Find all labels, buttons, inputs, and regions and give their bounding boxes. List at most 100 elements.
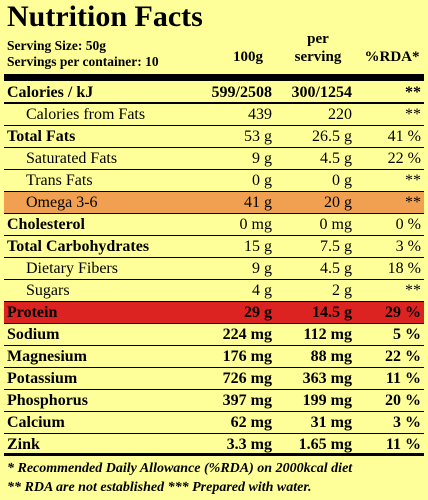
nutrient-label: Magnesium [7, 348, 87, 365]
value-per-100g: 224 mg [222, 326, 272, 343]
nutrient-label: Saturated Fats [26, 150, 118, 167]
table-row: Trans Fats 0 g 0 g ** [4, 170, 424, 192]
column-header-per: per [307, 31, 329, 47]
value-per-serving: 31 mg [310, 414, 352, 431]
value-per-serving: 88 mg [310, 348, 352, 365]
value-per-100g: 0 mg [239, 216, 272, 233]
table-row: Calories from Fats 439 220 ** [4, 104, 424, 126]
table-row: Total Fats 53 g 26.5 g 41 % [4, 126, 424, 148]
value-per-100g: 9 g [252, 150, 272, 167]
table-row: Magnesium 176 mg 88 mg 22 % [4, 346, 424, 368]
nutrient-label: Calcium [7, 414, 65, 431]
nutrient-label: Calories / kJ [7, 84, 94, 101]
value-per-100g: 0 g [252, 172, 272, 189]
table-row: Dietary Fibers 9 g 4.5 g 18 % [4, 258, 424, 280]
value-rda: 18 % [387, 260, 421, 277]
value-per-serving: 20 g [324, 194, 352, 211]
value-rda: 22 % [385, 348, 421, 365]
value-per-100g: 15 g [244, 238, 272, 255]
nutrient-table: Calories / kJ 599/2508 300/1254 ** Calories … [4, 82, 424, 456]
table-row: Zink 3.3 mg 1.65 mg 11 % [4, 434, 424, 456]
value-per-serving: 14.5 g [312, 304, 352, 321]
value-per-100g: 41 g [244, 194, 272, 211]
nutrient-label: Total Carbohydrates [7, 238, 150, 255]
value-rda: 5 % [393, 326, 421, 343]
nutrient-label: Cholesterol [7, 216, 85, 233]
value-rda: 41 % [387, 128, 421, 145]
table-row: Omega 3-6 41 g 20 g ** [4, 192, 424, 214]
value-per-100g: 3.3 mg [226, 436, 272, 453]
table-row: Total Carbohydrates 15 g 7.5 g 3 % [4, 236, 424, 258]
value-rda: 20 % [385, 392, 421, 409]
nutrient-label: Trans Fats [26, 172, 93, 189]
column-header-100g: 100g [233, 49, 263, 65]
value-per-serving: 112 mg [303, 326, 352, 343]
table-row: Sodium 224 mg 112 mg 5 % [4, 324, 424, 346]
table-row: Cholesterol 0 mg 0 mg 0 % [4, 214, 424, 236]
nutrient-label: Potassium [7, 370, 78, 387]
value-per-serving: 0 g [332, 172, 352, 189]
value-per-serving: 363 mg [302, 370, 352, 387]
value-rda: 11 % [385, 436, 421, 453]
value-rda: ** [405, 194, 421, 211]
value-rda: 0 % [395, 216, 421, 233]
column-header-rda: %RDA* [364, 49, 420, 65]
table-row: Saturated Fats 9 g 4.5 g 22 % [4, 148, 424, 170]
page-title: Nutrition Facts [7, 0, 203, 33]
value-rda: ** [405, 84, 421, 101]
value-per-serving: 1.65 mg [298, 436, 352, 453]
value-per-100g: 29 g [244, 304, 272, 321]
value-rda: 11 % [385, 370, 421, 387]
value-rda: ** [405, 172, 421, 189]
value-rda: 3 % [393, 414, 421, 431]
value-per-serving: 199 mg [302, 392, 352, 409]
footnotes: * Recommended Daily Allowance (%RDA) on … [7, 459, 352, 497]
value-per-100g: 726 mg [222, 370, 272, 387]
nutrition-facts-panel: Nutrition Facts Serving Size: 50g Servin… [4, 0, 424, 498]
table-row: Sugars 4 g 2 g ** [4, 280, 424, 302]
table-row: Protein 29 g 14.5 g 29 % [4, 302, 424, 324]
nutrient-label: Omega 3-6 [26, 194, 98, 211]
nutrient-label: Calories from Fats [26, 106, 146, 123]
value-per-100g: 397 mg [222, 392, 272, 409]
nutrient-label: Total Fats [7, 128, 76, 145]
value-per-100g: 176 mg [222, 348, 272, 365]
serving-info: Serving Size: 50g Servings per container… [7, 38, 159, 70]
value-rda: 22 % [387, 150, 421, 167]
nutrient-label: Protein [7, 304, 58, 321]
value-per-serving: 4.5 g [320, 260, 352, 277]
value-per-100g: 62 mg [230, 414, 272, 431]
value-per-100g: 9 g [252, 260, 272, 277]
value-per-serving: 300/1254 [291, 84, 352, 101]
value-per-serving: 0 mg [319, 216, 352, 233]
table-row: Phosphorus 397 mg 199 mg 20 % [4, 390, 424, 412]
value-per-100g: 4 g [252, 282, 272, 299]
value-rda: 29 % [385, 304, 421, 321]
table-row: Potassium 726 mg 363 mg 11 % [4, 368, 424, 390]
servings-per-container: Servings per container: 10 [7, 54, 159, 69]
nutrient-label: Sodium [7, 326, 60, 343]
header-divider [4, 74, 424, 81]
table-row: Calories / kJ 599/2508 300/1254 ** [4, 82, 424, 104]
value-per-100g: 599/2508 [211, 84, 272, 101]
value-per-serving: 4.5 g [320, 150, 352, 167]
table-row: Calcium 62 mg 31 mg 3 % [4, 412, 424, 434]
value-per-serving: 26.5 g [312, 128, 352, 145]
value-per-100g: 439 [248, 106, 272, 123]
nutrient-label: Phosphorus [7, 392, 88, 409]
column-header-serving: serving [294, 49, 342, 65]
value-per-serving: 2 g [332, 282, 352, 299]
serving-size: Serving Size: 50g [7, 38, 106, 53]
footnote-rda: * Recommended Daily Allowance (%RDA) on … [7, 461, 353, 476]
value-rda: 3 % [395, 238, 421, 255]
value-per-100g: 53 g [244, 128, 272, 145]
nutrient-label: Sugars [26, 282, 70, 299]
value-per-serving: 220 [328, 106, 352, 123]
column-header-per-serving: per serving [280, 30, 356, 66]
value-rda: ** [405, 106, 421, 123]
value-rda: ** [405, 282, 421, 299]
footnote-not-established: ** RDA are not established *** Prepared … [7, 480, 312, 495]
nutrient-label: Zink [7, 436, 40, 453]
nutrient-label: Dietary Fibers [26, 260, 118, 277]
value-per-serving: 7.5 g [320, 238, 352, 255]
